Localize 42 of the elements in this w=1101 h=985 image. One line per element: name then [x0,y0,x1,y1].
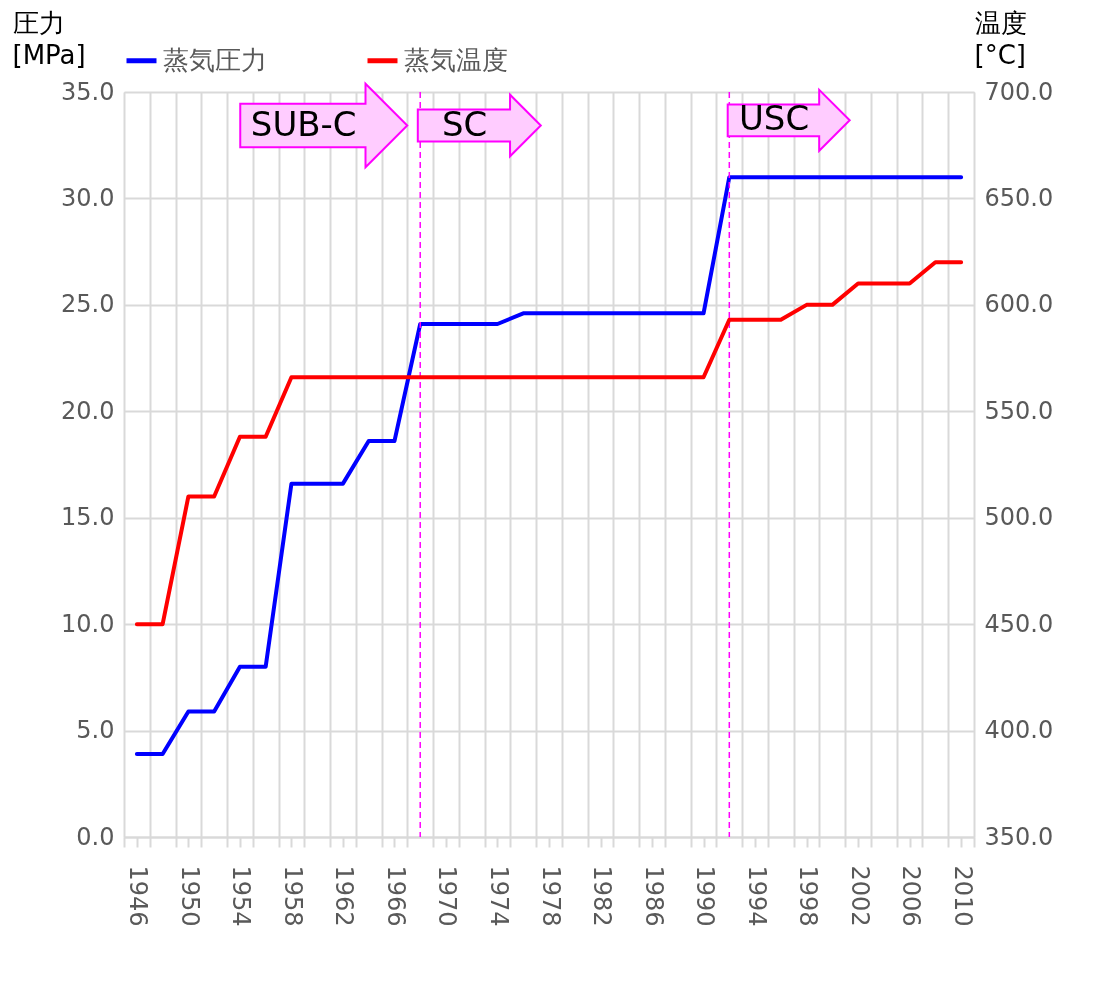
y-tick-label: 20.0 [61,396,115,425]
y2-tick-label: 400.0 [984,716,1054,745]
annotation: USC [738,98,810,139]
x-tick-label: 1962 [330,865,359,927]
y2-tick-label: 500.0 [984,503,1054,532]
annotation: SUB-C [250,103,357,144]
x-tick-label: 1994 [742,865,771,927]
y2-tick-label: 450.0 [984,609,1054,638]
x-tick-label: 2006 [897,865,926,927]
x-tick-label: 1974 [484,865,513,927]
y2-tick-label: 650.0 [984,183,1054,212]
x-tick-label: 1958 [278,865,307,927]
x-tick-label: 1966 [381,865,410,927]
y2-tick-label: 550.0 [984,396,1054,425]
x-tick-label: 1954 [227,865,256,927]
y-axis-title: 圧力 [MPa] [12,7,86,70]
x-tick-label: 1990 [691,865,720,927]
x-tick-label: 1982 [588,865,617,927]
y2-tick-label: 700.0 [984,77,1054,106]
x-tick-label: 1946 [124,865,153,927]
line-series [134,175,964,756]
annotation: SC [441,103,488,144]
y-tick-label: 0.0 [76,822,115,851]
y2-axis-title: 温度 [°C] [974,7,1027,70]
y-tick-label: 35.0 [61,77,115,106]
y-tick-label: 15.0 [61,503,115,532]
y-tick-label: 30.0 [61,183,115,212]
x-tick-label: 1986 [639,865,668,927]
x-tick-label: 2002 [845,865,874,927]
line-series [134,260,964,627]
x-tick-label: 1970 [433,865,462,927]
y-tick-label: 10.0 [61,609,115,638]
x-tick-label: 1978 [536,865,565,927]
y2-tick-label: 600.0 [984,290,1054,319]
y-tick-label: 5.0 [76,716,115,745]
x-tick-label: 1950 [175,865,204,927]
legend-label: 蒸気圧力 [163,44,267,75]
x-tick-label: 2010 [948,865,977,927]
y2-tick-label: 350.0 [984,822,1054,851]
x-tick-label: 1998 [794,865,823,927]
y-tick-label: 25.0 [61,290,115,319]
legend-label: 蒸気温度 [404,44,508,75]
